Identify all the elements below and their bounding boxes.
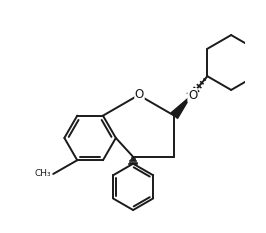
Text: O: O [188,89,197,102]
Text: O: O [135,88,144,101]
Text: CH₃: CH₃ [34,169,51,178]
Polygon shape [171,96,191,118]
Polygon shape [253,73,264,82]
